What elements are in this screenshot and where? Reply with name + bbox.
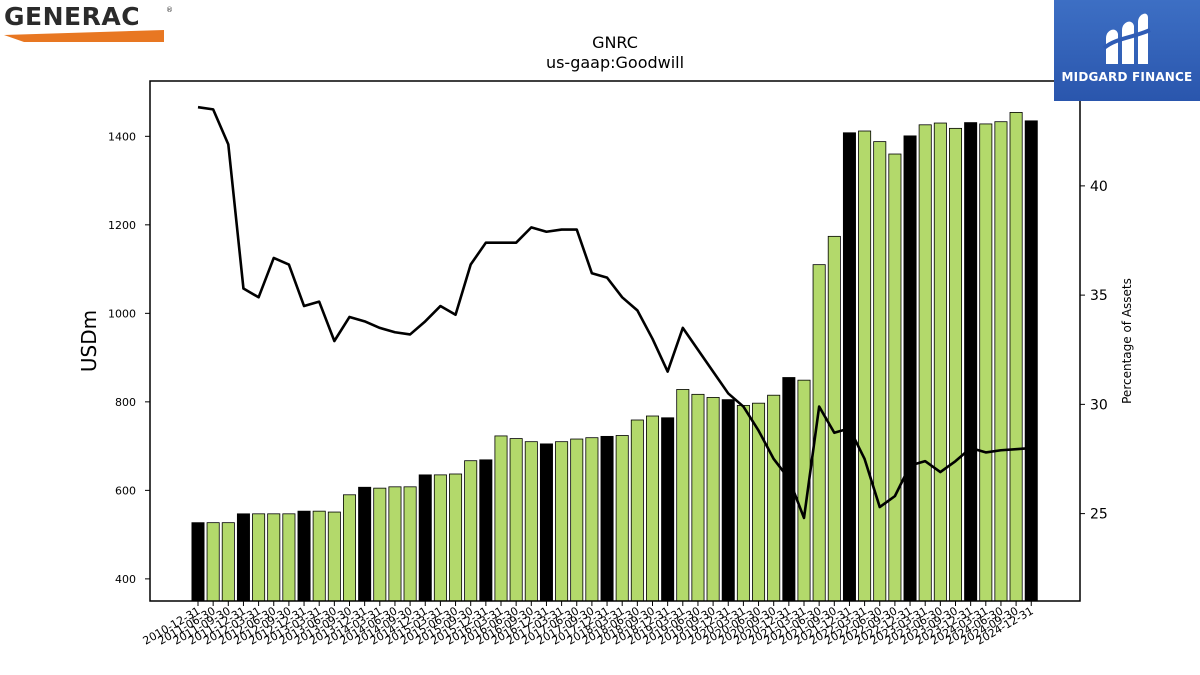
- generac-logo: GENERAC ®: [4, 4, 174, 44]
- bar-2016-09-30: [524, 441, 538, 602]
- generac-wordmark: GENERAC: [4, 2, 141, 31]
- bar-2013-06-30: [327, 511, 341, 602]
- bar-2012-09-30: [282, 513, 296, 602]
- bar-2017-06-30: [570, 438, 584, 602]
- bar-2022-03-31: [858, 130, 872, 602]
- y2-tick-label: 40: [1090, 179, 1108, 195]
- bar-2012-03-31: [252, 513, 266, 602]
- bar-2021-12-31: [842, 132, 856, 602]
- generac-swoosh-icon: [4, 30, 164, 42]
- bar-2011-06-30: [206, 522, 220, 602]
- bar-2010-12-31: [191, 522, 205, 602]
- bar-2022-09-30: [888, 153, 902, 602]
- bar-2023-06-30: [933, 122, 947, 602]
- bar-2023-03-31: [918, 124, 932, 602]
- midgard-mark-icon: [1102, 13, 1151, 64]
- bar-2012-12-31: [297, 510, 311, 602]
- bar-2024-06-30: [994, 121, 1008, 602]
- y-tick-label: 1000: [108, 307, 136, 320]
- bar-2015-12-31: [479, 459, 493, 602]
- y2-tick-label: 25: [1090, 507, 1108, 523]
- bar-2013-09-30: [342, 494, 356, 602]
- bar-2013-12-31: [358, 486, 372, 602]
- bar-2018-09-30: [646, 415, 660, 602]
- bar-2011-12-31: [236, 513, 250, 602]
- bar-2014-12-31: [418, 474, 432, 602]
- bar-2019-03-31: [676, 389, 690, 602]
- bar-2015-09-30: [464, 460, 478, 602]
- bar-2019-12-31: [721, 399, 735, 602]
- bar-2020-03-31: [736, 404, 750, 602]
- bar-2022-06-30: [873, 141, 887, 602]
- chart-subtitle: us-gaap:Goodwill: [546, 53, 684, 72]
- bar-2023-09-30: [949, 127, 963, 602]
- bar-2017-03-31: [555, 441, 569, 602]
- registered-mark-icon: ®: [166, 6, 173, 14]
- bar-2013-03-31: [312, 510, 326, 602]
- y-tick-label: 1400: [108, 130, 136, 143]
- bar-2014-09-30: [403, 486, 417, 602]
- y2-tick-label: 30: [1090, 397, 1108, 413]
- y2-axis-label: Percentage of Assets: [1120, 278, 1134, 404]
- bar-2024-09-30: [1009, 112, 1023, 602]
- bar-2019-09-30: [706, 397, 720, 602]
- plot-frame: [149, 80, 1081, 602]
- bar-2012-06-30: [267, 513, 281, 602]
- bar-2014-06-30: [388, 486, 402, 602]
- bar-2011-09-30: [221, 522, 235, 602]
- bar-2018-12-31: [661, 417, 675, 602]
- percentage-of-assets-line: [197, 105, 1032, 520]
- midgard-wordmark: MIDGARD FINANCE: [1061, 70, 1193, 84]
- left-axis: 400 600 800 1000 1200 1400: [108, 130, 150, 586]
- bar-2014-03-31: [373, 487, 387, 602]
- bar-2018-06-30: [630, 419, 644, 602]
- y-tick-label: 800: [115, 396, 136, 409]
- bar-2022-12-31: [903, 135, 917, 602]
- bar-2024-03-31: [979, 123, 993, 602]
- bar-2020-09-30: [767, 394, 781, 602]
- bar-2017-09-30: [585, 437, 599, 602]
- bar-2024-12-31: [1024, 120, 1038, 602]
- bar-2016-12-31: [539, 443, 553, 602]
- bar-2015-06-30: [449, 473, 463, 602]
- bar-series: [191, 112, 1038, 602]
- line-series: [197, 105, 1032, 520]
- midgard-finance-logo: MIDGARD FINANCE: [1054, 0, 1200, 101]
- bar-2023-12-31: [964, 122, 978, 602]
- y-tick-label: 600: [115, 484, 136, 497]
- y-tick-label: 400: [115, 573, 136, 586]
- bar-2018-03-31: [615, 435, 629, 602]
- bar-2017-12-31: [600, 435, 614, 602]
- y2-tick-label: 35: [1090, 288, 1108, 304]
- bar-2019-06-30: [691, 393, 705, 602]
- y-axis-label: USDm: [77, 310, 101, 372]
- y-tick-label: 1200: [108, 219, 136, 232]
- x-axis: 2010-12-312011-06-302011-09-302011-12-31…: [141, 601, 1036, 648]
- right-axis: 25 30 35 40: [1080, 179, 1108, 523]
- bar-2015-03-31: [433, 474, 447, 602]
- bar-2016-03-31: [494, 435, 508, 602]
- bar-2016-06-30: [509, 438, 523, 602]
- bar-2021-09-30: [827, 235, 841, 602]
- chart-title: GNRC: [592, 33, 638, 52]
